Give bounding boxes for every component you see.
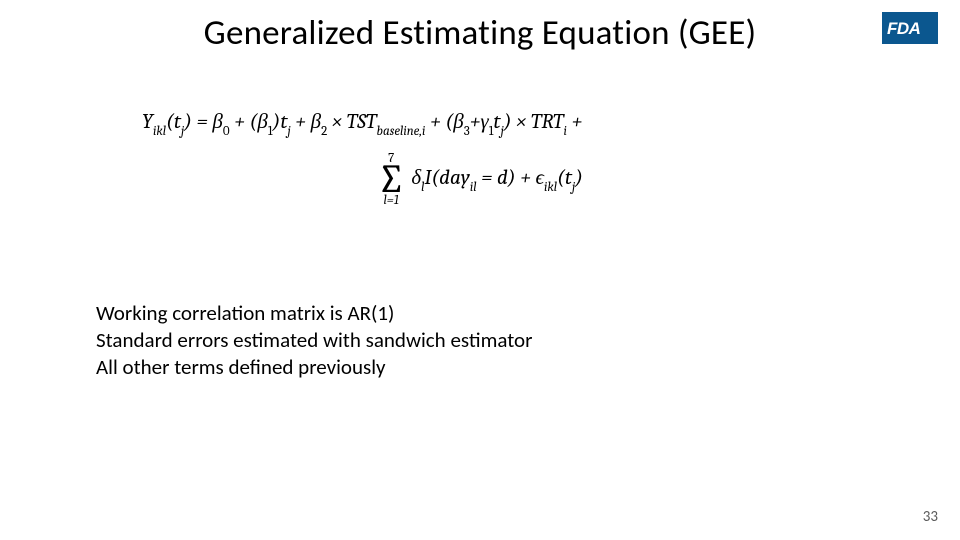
slide: Generalized Estimating Equation (GEE) FD… [0, 0, 960, 540]
summation-symbol: 7 ∑ l=1 [377, 152, 405, 207]
body-line-2: Standard errors estimated with sandwich … [96, 327, 532, 354]
sum-lower-limit: l=1 [383, 194, 398, 207]
fda-logo-text: FDA [887, 19, 921, 38]
fda-logo-svg: FDA [887, 18, 933, 38]
page-number: 33 [923, 508, 938, 526]
body-text-block: Working correlation matrix is AR(1) Stan… [96, 300, 532, 381]
equation-line-2: 7 ∑ l=1 δlI(dayil = d) + ϵikl(tj) [142, 152, 818, 207]
equation-line-2-body: δlI(dayil = d) + ϵikl(tj) [411, 168, 583, 192]
equation-line-1: Yikl(tj) = β0 + (β1)tj + β2 × TSTbaselin… [142, 112, 818, 136]
equation-block: Yikl(tj) = β0 + (β1)tj + β2 × TSTbaselin… [142, 112, 818, 207]
sigma-icon: ∑ [377, 163, 405, 195]
body-line-3: All other terms defined previously [96, 354, 532, 381]
body-line-1: Working correlation matrix is AR(1) [96, 300, 532, 327]
page-title: Generalized Estimating Equation (GEE) [0, 12, 960, 54]
fda-logo: FDA [882, 12, 938, 44]
